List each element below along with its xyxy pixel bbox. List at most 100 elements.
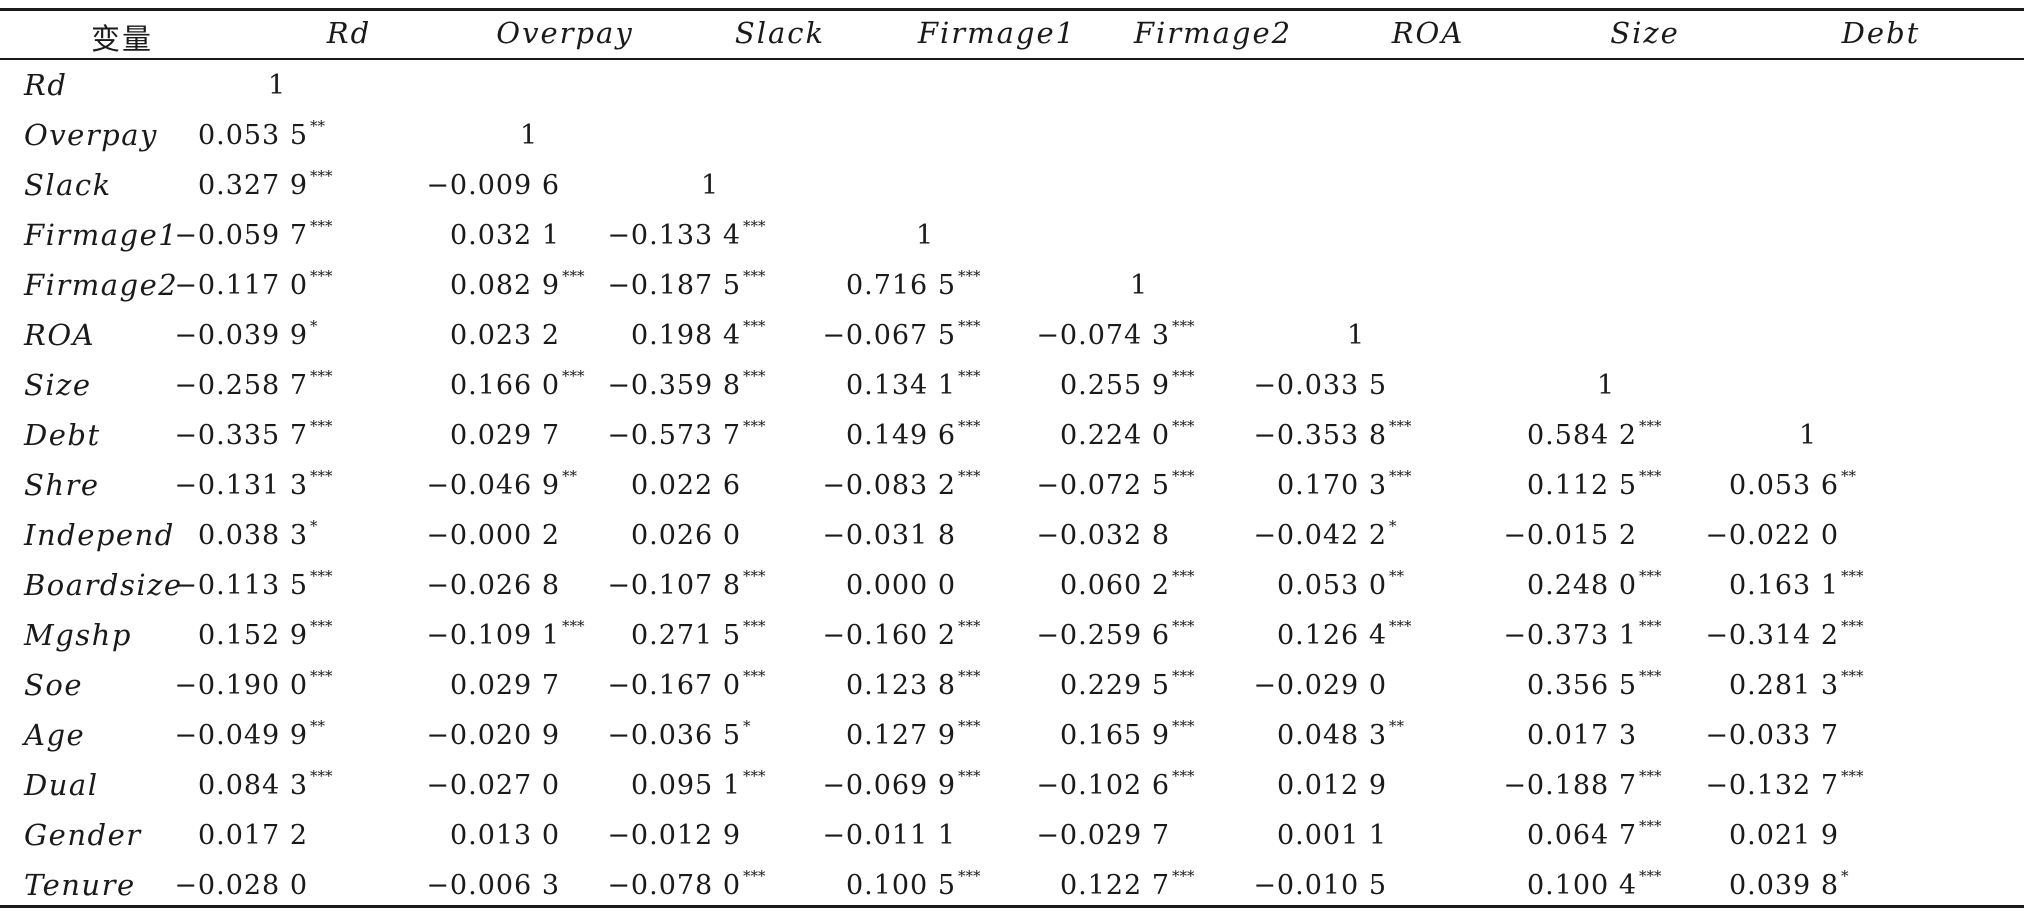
table-cell: −0.133 4 *** — [607, 217, 766, 251]
cell-value: 0.039 8 — [1728, 870, 1839, 901]
cell-value: 0.584 2 — [1526, 420, 1637, 451]
cell-value: −0.015 2 — [1503, 520, 1637, 551]
cell-value: −0.011 1 — [822, 820, 956, 851]
significance-stars: *** — [1841, 617, 1864, 635]
cell-value: 0.017 3 — [1526, 720, 1637, 751]
significance-stars: *** — [562, 617, 585, 635]
cell-value: −0.029 0 — [1253, 670, 1387, 701]
cell-value: 0.029 7 — [449, 670, 560, 701]
table-cell: 0.017 2 — [198, 820, 310, 851]
significance-stars: *** — [743, 217, 766, 235]
significance-stars: *** — [743, 667, 766, 685]
row-label: Gender — [24, 818, 142, 852]
table-cell: 0.356 5 *** — [1526, 667, 1662, 701]
table-cell: 0.100 5 *** — [845, 867, 981, 901]
cell-value: 0.126 4 — [1276, 620, 1387, 651]
cell-value: −0.187 5 — [607, 270, 741, 301]
significance-stars: *** — [1639, 567, 1662, 585]
cell-value: 0.053 6 — [1728, 470, 1839, 501]
cell-value: 0.166 0 — [449, 370, 560, 401]
table-cell: −0.117 0 *** — [174, 267, 333, 301]
cell-value: 0.013 0 — [449, 820, 560, 851]
significance-stars: *** — [743, 617, 766, 635]
table-cell: 0.271 5 *** — [631, 617, 766, 651]
cell-value: −0.102 6 — [1036, 770, 1170, 801]
significance-stars: *** — [958, 367, 981, 385]
cell-value: 0.198 4 — [630, 320, 741, 351]
significance-stars: *** — [1639, 767, 1662, 785]
significance-stars: *** — [1172, 867, 1195, 885]
significance-stars: *** — [743, 367, 766, 385]
cell-value: −0.049 9 — [174, 720, 308, 751]
cell-value: 0.356 5 — [1526, 670, 1637, 701]
cell-value: −0.027 0 — [426, 770, 560, 801]
significance-stars: *** — [310, 767, 333, 785]
significance-stars: *** — [1172, 467, 1195, 485]
cell-value: 1 — [1799, 420, 1818, 451]
row-label: Mgshp — [24, 618, 132, 652]
table-cell: 0.000 0 — [846, 570, 958, 601]
row-label: Firmage1 — [24, 218, 179, 252]
cell-value: −0.353 8 — [1253, 420, 1387, 451]
cell-value: −0.069 9 — [822, 770, 956, 801]
cell-value: 0.112 5 — [1526, 470, 1637, 501]
cell-value: 0.038 3 — [197, 520, 308, 551]
significance-stars: *** — [958, 717, 981, 735]
table-cell: −0.032 8 — [1036, 520, 1172, 551]
significance-stars: * — [310, 317, 318, 335]
table-cell: −0.258 7 *** — [174, 367, 332, 401]
significance-stars: *** — [562, 367, 585, 385]
cell-value: 0.281 3 — [1728, 670, 1839, 701]
significance-stars: * — [1841, 867, 1849, 885]
cell-value: 1 — [1597, 370, 1616, 401]
cell-value: −0.036 5 — [607, 720, 741, 751]
significance-stars: *** — [310, 567, 333, 585]
row-label: Overpay — [24, 118, 158, 152]
table-cell: 0.038 3 * — [197, 517, 318, 551]
cell-value: −0.258 7 — [174, 370, 308, 401]
cell-value: −0.083 2 — [822, 470, 956, 501]
header-rule — [0, 58, 2024, 60]
significance-stars: ** — [1389, 567, 1404, 585]
significance-stars: ** — [562, 467, 577, 485]
significance-stars: *** — [958, 667, 981, 685]
header-col-firmage1: Firmage1 — [917, 16, 1077, 50]
cell-value: 0.123 8 — [845, 670, 956, 701]
cell-value: −0.006 3 — [426, 870, 560, 901]
row-label: Rd — [24, 68, 68, 102]
table-cell: −0.049 9 ** — [174, 717, 325, 751]
table-cell: −0.083 2 *** — [822, 467, 980, 501]
significance-stars: *** — [1172, 767, 1195, 785]
table-cell: −0.074 3 *** — [1036, 317, 1194, 351]
cell-value: −0.117 0 — [174, 270, 308, 301]
cell-value: −0.046 9 — [426, 470, 560, 501]
table-cell: 0.112 5 *** — [1526, 467, 1662, 501]
cell-value: −0.028 0 — [174, 870, 308, 901]
cell-value: −0.020 9 — [426, 720, 560, 751]
cell-value: 0.095 1 — [630, 770, 741, 801]
table-cell: 0.029 7 — [450, 420, 562, 451]
cell-value: −0.335 7 — [174, 420, 308, 451]
table-cell: 0.032 1 — [450, 220, 562, 251]
table-cell: −0.026 8 — [426, 570, 562, 601]
table-cell: −0.078 0 *** — [607, 867, 765, 901]
cell-value: 0.165 9 — [1059, 720, 1170, 751]
significance-stars: *** — [1172, 417, 1195, 435]
significance-stars: * — [310, 517, 318, 535]
cell-value: 0.100 5 — [845, 870, 956, 901]
table-cell: 0.021 9 — [1729, 820, 1841, 851]
cell-value: 1 — [1130, 270, 1149, 301]
cell-value: −0.000 2 — [426, 520, 560, 551]
table-cell: 0.127 9 *** — [846, 717, 981, 751]
cell-value: −0.373 1 — [1503, 620, 1637, 651]
significance-stars: *** — [310, 267, 333, 285]
significance-stars: *** — [1841, 767, 1864, 785]
top-rule — [0, 8, 2024, 11]
bottom-rule — [0, 905, 2024, 908]
significance-stars: *** — [743, 317, 766, 335]
significance-stars: *** — [1639, 617, 1662, 635]
table-cell: −0.072 5 *** — [1036, 467, 1195, 501]
table-cell: 0.100 4 *** — [1527, 867, 1662, 901]
table-cell: 0.584 2 *** — [1526, 417, 1662, 451]
cell-value: −0.026 8 — [426, 570, 560, 601]
